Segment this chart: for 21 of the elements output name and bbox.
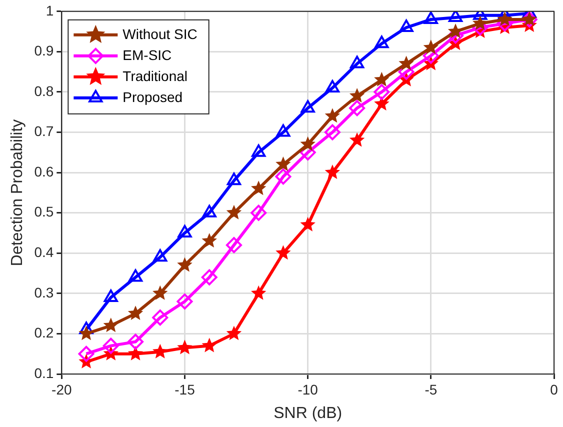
x-tick-label: -15 <box>174 381 196 398</box>
x-tick-label: -20 <box>52 381 72 398</box>
y-tick-label: 0.5 <box>34 204 54 220</box>
y-tick-label: 0.9 <box>34 42 54 59</box>
legend-label: Without SIC <box>122 26 198 42</box>
y-tick-label: 1 <box>46 2 54 18</box>
y-tick-label: 0.7 <box>34 123 54 140</box>
x-tick-label: -10 <box>298 381 318 398</box>
y-tick-label: 0.6 <box>34 163 54 180</box>
x-tick-label: -5 <box>424 381 438 398</box>
legend-label: Traditional <box>122 68 188 84</box>
legend-label: Proposed <box>122 88 183 105</box>
y-axis-title: Detection Probability <box>9 119 26 266</box>
y-tick-label: 0.2 <box>34 324 54 341</box>
x-tick-label: 0 <box>550 381 558 398</box>
y-tick-label: 0.4 <box>34 244 54 260</box>
y-tick-label: 0.3 <box>34 284 54 300</box>
legend-label: EM-SIC <box>122 46 172 63</box>
y-tick-label: 0.8 <box>34 82 54 99</box>
y-tick-label: 0.1 <box>34 364 54 381</box>
x-axis-title: SNR (dB) <box>274 404 342 422</box>
